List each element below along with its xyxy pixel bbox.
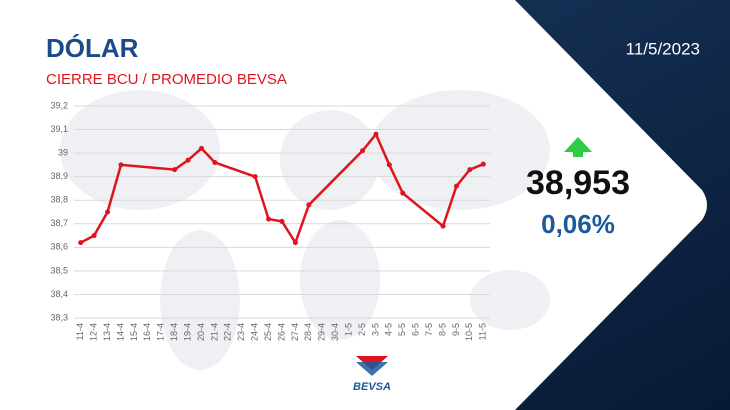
y-tick-label: 38,9 (50, 171, 68, 181)
point (212, 160, 218, 166)
x-tick-label: 7-5 (424, 323, 434, 336)
up-arrow (564, 137, 592, 157)
y-tick-label: 38,5 (50, 265, 68, 275)
y-tick-label: 38,6 (50, 242, 68, 252)
x-tick-label: 19-4 (182, 323, 192, 341)
title: DÓLAR (46, 33, 139, 63)
change: 0,06% (541, 209, 615, 239)
point (306, 202, 312, 208)
x-tick-label: 6-5 (411, 323, 421, 336)
point (78, 240, 84, 246)
x-tick-label: 22-4 (223, 323, 233, 341)
x-tick-label: 11-5 (478, 323, 488, 340)
point (453, 183, 459, 189)
x-tick-label: 13-4 (102, 323, 112, 341)
x-tick-label: 21-4 (209, 323, 219, 341)
point (386, 162, 392, 168)
point (279, 218, 285, 224)
x-tick-label: 17-4 (156, 323, 166, 341)
date: 11/5/2023 (626, 39, 700, 58)
point (198, 145, 204, 151)
y-tick-label: 39,2 (50, 100, 68, 110)
point (252, 174, 258, 180)
y-tick-label: 38,3 (50, 312, 68, 322)
x-tick-label: 2-5 (357, 323, 367, 336)
x-tick-label: 8-5 (437, 323, 447, 336)
point (118, 162, 124, 168)
x-tick-label: 16-4 (142, 323, 152, 341)
x-tick-label: 12-4 (89, 323, 99, 341)
point (266, 216, 272, 222)
x-tick-label: 3-5 (370, 323, 380, 336)
x-tick-label: 30-4 (330, 323, 340, 341)
point (440, 223, 446, 229)
y-tick-label: 39 (58, 147, 68, 157)
x-tick-label: 10-5 (464, 323, 474, 341)
current-value: 38,953 (526, 164, 630, 202)
x-tick-label: 28-4 (303, 323, 313, 341)
x-tick-label: 18-4 (169, 323, 179, 341)
x-tick-label: 9-5 (451, 323, 461, 336)
point (105, 209, 111, 215)
x-tick-label: 26-4 (276, 323, 286, 341)
x-tick-label: 14-4 (115, 323, 125, 341)
y-tick-label: 38,8 (50, 195, 68, 205)
point (91, 233, 97, 239)
point (172, 167, 178, 173)
x-tick-label: 24-4 (250, 323, 260, 341)
point (292, 240, 298, 246)
point (480, 161, 486, 167)
x-tick-label: 15-4 (129, 323, 139, 341)
point (373, 131, 379, 137)
x-tick-label: 25-4 (263, 323, 273, 341)
y-tick-label: 38,4 (50, 289, 68, 299)
x-tick-label: 11-4 (75, 323, 85, 340)
x-tick-label: 5-5 (397, 323, 407, 336)
y-tick-label: 39,1 (50, 124, 68, 134)
logo: BEVSA (353, 381, 391, 393)
logo-mark (356, 362, 388, 376)
point (400, 190, 406, 196)
subtitle: CIERRE BCU / PROMEDIO BEVSA (46, 71, 287, 88)
point (360, 148, 366, 154)
x-tick-label: 29-4 (317, 323, 327, 341)
x-tick-label: 27-4 (290, 323, 300, 341)
y-tick-label: 38,7 (50, 218, 68, 228)
world-map (60, 90, 550, 370)
point (185, 157, 191, 163)
x-tick-label: 20-4 (196, 323, 206, 341)
x-tick-label: 23-4 (236, 323, 246, 341)
point (467, 167, 473, 173)
x-tick-label: 4-5 (384, 323, 394, 336)
x-tick-label: 1-5 (343, 323, 353, 336)
